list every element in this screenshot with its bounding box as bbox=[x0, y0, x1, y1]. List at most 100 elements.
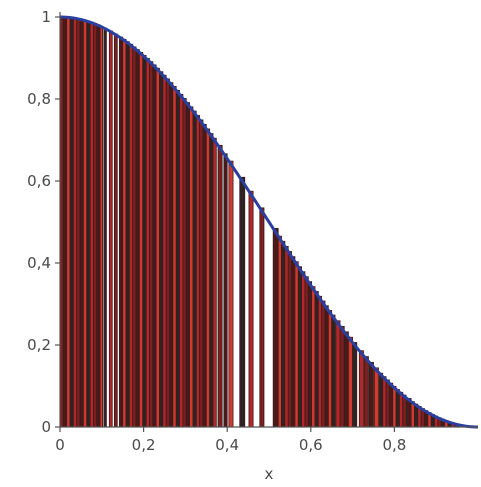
y-tick-label: 0,4 bbox=[27, 254, 51, 272]
bar bbox=[185, 102, 190, 428]
bar bbox=[113, 33, 118, 428]
bar bbox=[281, 240, 286, 428]
bar bbox=[122, 38, 127, 428]
bar bbox=[331, 314, 336, 428]
bar bbox=[132, 46, 137, 428]
bar bbox=[388, 382, 394, 428]
bar bbox=[301, 271, 306, 428]
bar bbox=[228, 160, 234, 428]
bar bbox=[62, 16, 68, 428]
y-ticks-group: 0 0,2 0,4 0,6 0,8 1 bbox=[27, 8, 60, 436]
bar bbox=[378, 372, 384, 428]
bar bbox=[343, 331, 349, 428]
bar bbox=[169, 82, 174, 428]
bar bbox=[149, 61, 154, 428]
bars-group bbox=[59, 16, 475, 428]
bar bbox=[205, 128, 211, 428]
bar bbox=[212, 137, 217, 428]
x-ticks-group: 0 0,2 0,4 0,6 0,8 bbox=[55, 427, 406, 454]
bar bbox=[125, 41, 130, 428]
x-tick-label: 0,8 bbox=[382, 436, 406, 454]
bar bbox=[209, 133, 214, 428]
bar bbox=[402, 394, 407, 428]
bar bbox=[287, 251, 292, 428]
bar bbox=[79, 18, 84, 428]
y-tick-label: 0,6 bbox=[27, 172, 51, 190]
bar bbox=[189, 106, 194, 428]
bar bbox=[294, 261, 299, 428]
bar bbox=[248, 190, 254, 428]
x-axis-label: x bbox=[265, 465, 274, 483]
x-tick-label: 0,2 bbox=[132, 436, 156, 454]
x-tick-label: 0 bbox=[55, 436, 65, 454]
bar bbox=[358, 350, 364, 428]
bar bbox=[368, 361, 374, 428]
bar bbox=[399, 391, 404, 428]
bar bbox=[277, 235, 282, 428]
bar bbox=[155, 67, 160, 428]
bar bbox=[348, 336, 354, 428]
bar bbox=[217, 144, 223, 428]
y-tick-label: 0,2 bbox=[27, 336, 51, 354]
bar bbox=[128, 43, 134, 428]
bar bbox=[135, 49, 140, 428]
bar bbox=[307, 281, 313, 428]
bar bbox=[152, 64, 157, 428]
bar bbox=[335, 320, 341, 428]
bar bbox=[339, 325, 345, 428]
bar bbox=[159, 71, 164, 428]
bar bbox=[139, 52, 144, 428]
bar bbox=[321, 300, 326, 428]
bar bbox=[363, 356, 369, 428]
bar bbox=[352, 342, 358, 428]
bar bbox=[83, 19, 88, 428]
x-tick-label: 0,4 bbox=[215, 436, 239, 454]
bar bbox=[172, 86, 177, 428]
bar bbox=[199, 119, 204, 428]
bar bbox=[311, 286, 316, 428]
bar bbox=[192, 110, 197, 428]
bar bbox=[385, 379, 390, 428]
bar bbox=[291, 256, 296, 428]
bar bbox=[108, 30, 113, 428]
bar bbox=[96, 24, 101, 428]
bar bbox=[118, 36, 124, 428]
bar bbox=[327, 310, 333, 428]
bar bbox=[373, 367, 379, 428]
bar bbox=[66, 16, 71, 428]
bar bbox=[392, 385, 397, 428]
bar bbox=[93, 23, 98, 428]
bar bbox=[272, 228, 279, 428]
bar bbox=[76, 18, 81, 428]
bar bbox=[103, 27, 107, 428]
bar bbox=[314, 291, 319, 428]
bar bbox=[72, 17, 78, 428]
bar bbox=[86, 20, 91, 428]
bar bbox=[382, 376, 387, 428]
bar bbox=[395, 388, 400, 428]
bar bbox=[223, 153, 228, 428]
axes-group bbox=[59, 12, 478, 428]
bar bbox=[145, 58, 150, 428]
bar bbox=[324, 305, 329, 428]
bar bbox=[297, 266, 303, 428]
bar bbox=[259, 207, 265, 428]
bar bbox=[69, 17, 74, 428]
x-tick-label: 0,6 bbox=[299, 436, 323, 454]
bar bbox=[317, 295, 323, 428]
y-tick-label: 0,8 bbox=[27, 90, 51, 108]
bar bbox=[165, 78, 170, 428]
bar bbox=[195, 115, 201, 428]
bar bbox=[284, 246, 289, 428]
bar bbox=[182, 98, 187, 428]
bar bbox=[179, 93, 184, 428]
bar bbox=[239, 176, 246, 428]
bar bbox=[304, 276, 309, 428]
bar bbox=[162, 74, 167, 428]
bar bbox=[202, 123, 207, 428]
y-tick-label: 0 bbox=[41, 418, 51, 436]
y-tick-label: 1 bbox=[41, 8, 51, 26]
curve-line bbox=[59, 15, 479, 429]
bar bbox=[89, 21, 94, 428]
